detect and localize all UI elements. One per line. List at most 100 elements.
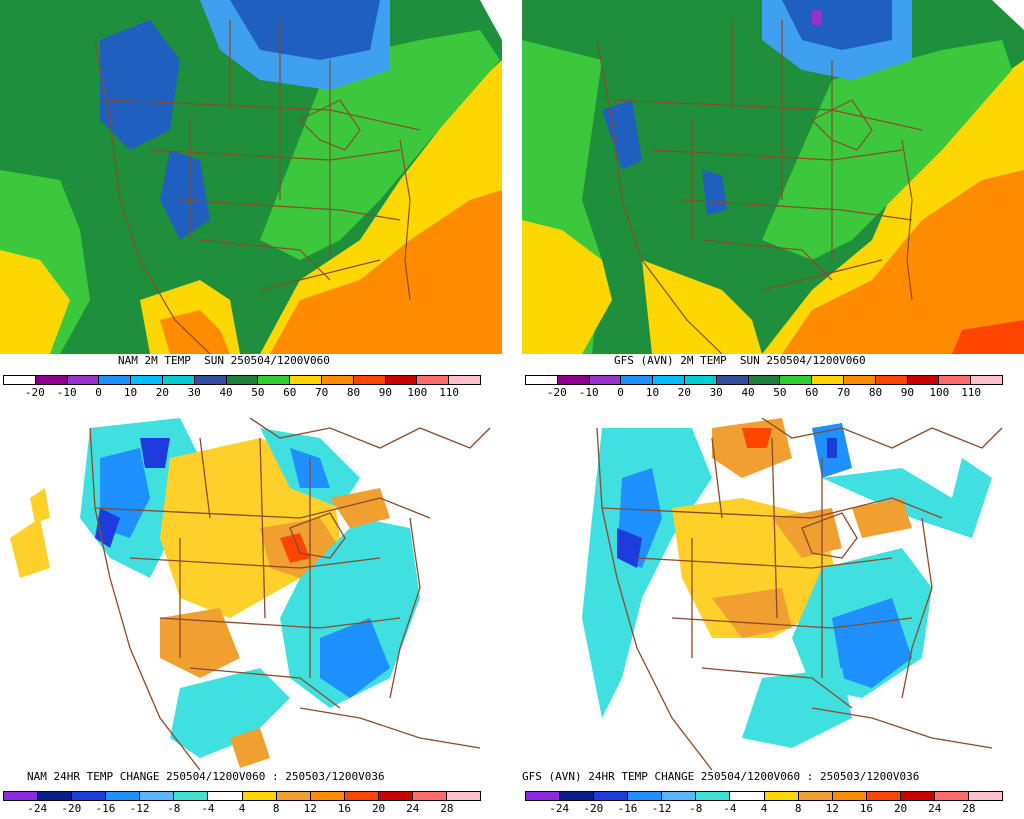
panel-gfs-change: GFS (AVN) 24HR TEMP CHANGE 250504/1200V0…	[522, 418, 1024, 819]
colorbar-tick-label: -20	[24, 386, 45, 399]
colorbar-tick-label: 20	[155, 386, 169, 399]
nam-change-map-svg	[0, 418, 502, 770]
change-colorbar-labels: -24 -20 -16 -12 -8 -4 4 8 12 16 20 24 28	[3, 802, 479, 816]
temp-colorbar	[525, 375, 1003, 385]
colorbar-swatch	[557, 376, 590, 384]
colorbar-swatch	[242, 792, 277, 800]
colorbar-tick-label: -10	[578, 386, 599, 399]
colorbar-tick-label: 20	[893, 802, 908, 815]
colorbar-swatch	[72, 792, 107, 800]
colorbar-swatch	[131, 376, 163, 384]
colorbar-swatch	[594, 792, 629, 800]
colorbar-swatch	[4, 792, 39, 800]
nam-temp-map	[0, 0, 502, 354]
colorbar-swatch	[344, 792, 379, 800]
colorbar-tick-label: 90	[900, 386, 915, 399]
colorbar-tick-label: 70	[315, 386, 329, 399]
gfs-change-map-svg	[522, 418, 1024, 770]
colorbar-swatch	[716, 376, 749, 384]
colorbar-swatch	[385, 376, 418, 384]
colorbar-tick-label: 16	[859, 802, 874, 815]
panel-gfs-temp: GFS (AVN) 2M TEMP SUN 250504/1200V060 -2…	[522, 0, 1024, 400]
colorbar-tick-label: 40	[219, 386, 233, 399]
colorbar-tick-label: -16	[617, 802, 638, 815]
colorbar-swatch	[748, 376, 781, 384]
colorbar-tick-label: 60	[805, 386, 819, 399]
temp-colorbar-labels: -20 -10 0 10 20 30 40 50 60 70 80 90 100 110	[525, 386, 1001, 400]
nam-temp-map-svg	[0, 0, 502, 354]
colorbar-swatch	[4, 376, 36, 384]
colorbar-swatch	[378, 792, 413, 800]
colorbar-swatch	[449, 376, 480, 384]
colorbar-swatch	[67, 376, 100, 384]
colorbar-tick-label: 70	[837, 386, 851, 399]
colorbar-tick-label: 110	[961, 386, 982, 399]
colorbar-swatch	[38, 792, 73, 800]
colorbar-tick-label: 8	[272, 802, 280, 815]
colorbar-tick-label: 12	[303, 802, 317, 815]
colorbar-swatch	[969, 792, 1003, 800]
colorbar-swatch	[310, 792, 345, 800]
colorbar-tick-label: 100	[407, 386, 428, 399]
nam-change-map	[0, 418, 502, 770]
gfs-temp-map-svg	[522, 0, 1024, 354]
colorbar-swatch	[174, 792, 209, 800]
colorbar-swatch	[764, 792, 799, 800]
panel-caption: GFS (AVN) 24HR TEMP CHANGE 250504/1200V0…	[522, 770, 920, 783]
colorbar-swatch	[875, 376, 908, 384]
colorbar-tick-label: 4	[760, 802, 768, 815]
change-colorbar-labels: -24 -20 -16 -12 -8 -4 4 8 12 16 20 24 28	[525, 802, 1001, 816]
colorbar-swatch	[162, 376, 195, 384]
colorbar-tick-label: -8	[167, 802, 181, 815]
colorbar-tick-label: 28	[962, 802, 976, 815]
colorbar-swatch	[140, 792, 175, 800]
colorbar-swatch	[208, 792, 243, 800]
colorbar-swatch	[866, 792, 901, 800]
colorbar-swatch	[812, 376, 844, 384]
colorbar-tick-label: -10	[56, 386, 77, 399]
colorbar-tick-label: -4	[723, 802, 737, 815]
colorbar-swatch	[258, 376, 291, 384]
colorbar-swatch	[560, 792, 595, 800]
colorbar-tick-label: 24	[406, 802, 420, 815]
panel-nam-temp: NAM 2M TEMP SUN 250504/1200V060 -20 -10 0 1…	[0, 0, 502, 400]
colorbar-tick-label: 24	[928, 802, 942, 815]
panel-caption: NAM 24HR TEMP CHANGE 250504/1200V060 : 2…	[27, 770, 385, 783]
colorbar-swatch	[730, 792, 765, 800]
colorbar-tick-label: -12	[129, 802, 150, 815]
panel-nam-change: NAM 24HR TEMP CHANGE 250504/1200V060 : 2…	[0, 418, 502, 819]
colorbar-tick-label: 10	[123, 386, 138, 399]
colorbar-tick-label: 50	[773, 386, 787, 399]
colorbar-swatch	[900, 792, 935, 800]
colorbar-tick-label: 4	[238, 802, 246, 815]
colorbar-tick-label: -8	[689, 802, 703, 815]
colorbar-tick-label: 100	[929, 386, 950, 399]
colorbar-tick-label: 60	[283, 386, 297, 399]
colorbar-swatch	[99, 376, 132, 384]
colorbar-swatch	[780, 376, 813, 384]
colorbar-swatch	[843, 376, 876, 384]
colorbar-swatch	[939, 376, 972, 384]
colorbar-tick-label: -20	[546, 386, 567, 399]
colorbar-tick-label: 16	[337, 802, 352, 815]
colorbar-tick-label: 40	[741, 386, 755, 399]
colorbar-tick-label: 10	[645, 386, 660, 399]
colorbar-swatch	[353, 376, 386, 384]
colorbar-swatch	[447, 792, 481, 800]
colorbar-swatch	[35, 376, 68, 384]
colorbar-tick-label: -20	[583, 802, 604, 815]
colorbar-tick-label: 28	[440, 802, 454, 815]
colorbar-tick-label: -16	[95, 802, 116, 815]
colorbar-swatch	[290, 376, 322, 384]
colorbar-swatch	[798, 792, 833, 800]
colorbar-swatch	[934, 792, 970, 800]
colorbar-tick-label: 0	[95, 386, 102, 399]
temp-colorbar	[3, 375, 481, 385]
colorbar-tick-label: 80	[346, 386, 361, 399]
colorbar-tick-label: 110	[439, 386, 460, 399]
change-colorbar	[3, 791, 481, 801]
temp-colorbar-labels: -20 -10 0 10 20 30 40 50 60 70 80 90 100 110	[3, 386, 479, 400]
colorbar-swatch	[526, 376, 558, 384]
panel-caption: NAM 2M TEMP SUN 250504/1200V060	[118, 354, 330, 367]
colorbar-tick-label: -20	[61, 802, 82, 815]
